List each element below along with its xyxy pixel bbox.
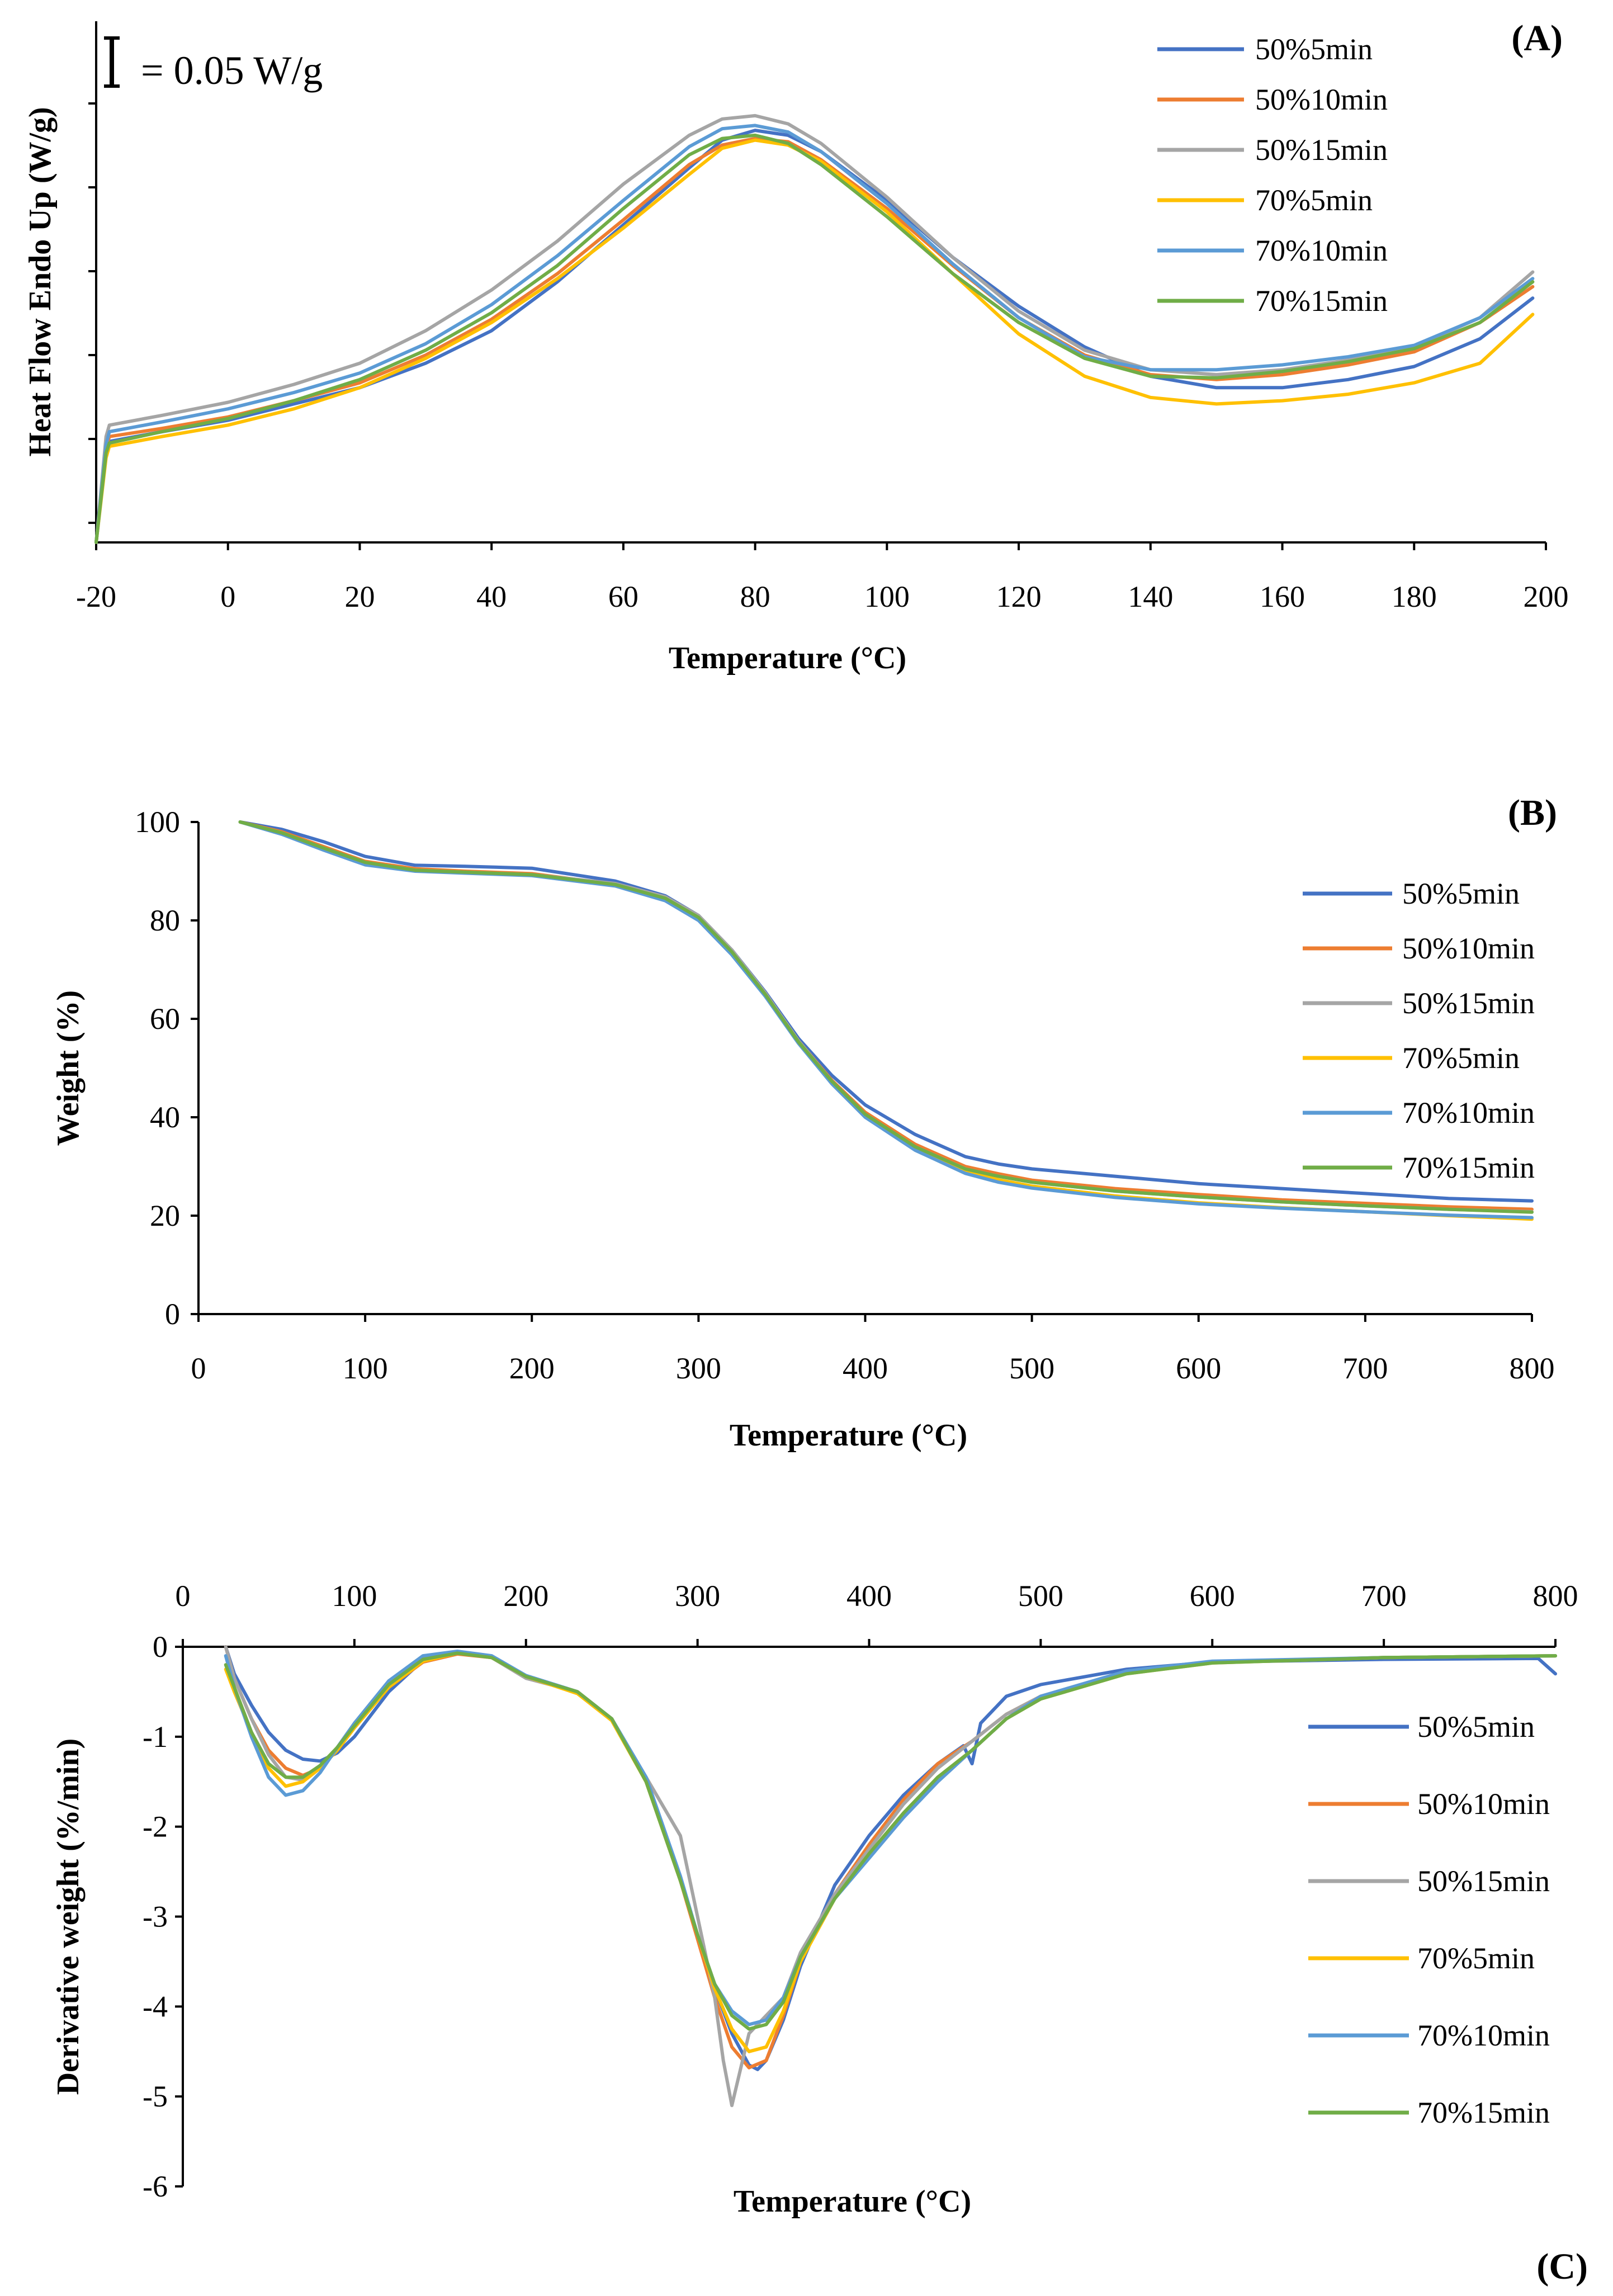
x-tick-label: 300 (675, 1579, 720, 1613)
x-tick-label: 100 (343, 1352, 388, 1385)
panel-label: (C) (1536, 2246, 1588, 2287)
x-tick-label: 0 (176, 1579, 191, 1613)
x-tick-label: 500 (1018, 1579, 1063, 1613)
y-axis-title: Heat Flow Endo Up (W/g) (23, 107, 58, 456)
y-tick-label: 40 (150, 1100, 180, 1134)
x-tick-label: 120 (996, 580, 1042, 613)
legend-label-50pct5min: 50%5min (1255, 32, 1373, 66)
legend: 50%5min 50%10min 50%15min 70%5min 70%10min 70… (1308, 1710, 1550, 2129)
series-line-50pct15min (238, 820, 1534, 1213)
legend-label-70pct10min: 70%10min (1417, 2019, 1550, 2052)
x-axis-title: Temperature (°C) (669, 641, 906, 675)
legend-label-70pct10min: 70%10min (1402, 1096, 1535, 1130)
series-line-70pct15min (224, 1651, 1557, 2031)
x-tick-label: 180 (1392, 580, 1437, 613)
legend-label-50pct5min: 50%5min (1402, 877, 1520, 910)
x-axis-title: Temperature (°C) (730, 1418, 967, 1453)
series-line-70pct5min (238, 820, 1534, 1221)
legend-label-50pct15min: 50%15min (1255, 133, 1388, 167)
x-tick-label: 800 (1510, 1352, 1555, 1385)
x-tick-label: 160 (1260, 580, 1305, 613)
y-tick-label: -5 (143, 2080, 168, 2113)
legend-label-50pct15min: 50%15min (1402, 986, 1535, 1020)
x-tick-label: 0 (220, 580, 235, 613)
legend: 50%5min 50%10min 50%15min 70%5min 70%10min 70… (1157, 32, 1388, 318)
y-axis-title: Weight (%) (51, 990, 86, 1146)
series-line-70pct10min (94, 124, 1535, 544)
series-line-70pct15min (94, 133, 1535, 544)
x-tick-label: 600 (1190, 1579, 1235, 1613)
x-tick-label: 700 (1342, 1352, 1388, 1385)
legend-label-70pct5min: 70%5min (1402, 1041, 1520, 1075)
x-tick-label: 700 (1361, 1579, 1407, 1613)
y-tick-label: -6 (143, 2170, 168, 2203)
x-tick-label: 140 (1128, 580, 1173, 613)
series-line-50pct15min (94, 114, 1535, 544)
x-tick-label: 300 (676, 1352, 721, 1385)
x-tick-label: 0 (191, 1352, 206, 1385)
legend: 50%5min 50%10min 50%15min 70%5min 70%10min 70… (1303, 877, 1535, 1184)
series-line-70pct10min (238, 820, 1534, 1220)
x-tick-label: 400 (843, 1352, 888, 1385)
series-line-50pct5min (238, 820, 1534, 1203)
legend-label-70pct5min: 70%5min (1255, 183, 1373, 217)
x-tick-label: 40 (476, 580, 507, 613)
series-line-70pct5min (224, 1651, 1557, 2053)
scale-bar-label: = 0.05 W/g (141, 48, 323, 93)
panel-label: (A) (1511, 18, 1563, 59)
legend-label-50pct5min: 50%5min (1417, 1710, 1535, 1744)
y-tick-label: -2 (143, 1810, 168, 1844)
y-tick-label: 0 (153, 1630, 168, 1664)
series-line-70pct10min (224, 1650, 1557, 2026)
legend-label-70pct15min: 70%15min (1417, 2096, 1550, 2129)
y-tick-label: 60 (150, 1002, 180, 1036)
legend-label-50pct10min: 50%10min (1402, 932, 1535, 965)
legend-label-50pct10min: 50%10min (1417, 1787, 1550, 1821)
x-tick-label: 200 (509, 1352, 555, 1385)
x-tick-label: 800 (1533, 1579, 1578, 1613)
series-line-50pct10min (238, 820, 1534, 1211)
x-tick-label: 600 (1176, 1352, 1221, 1385)
y-tick-label: 80 (150, 904, 180, 937)
chart-panel-b: 0 100 200 300 400 500 600 700 800 0 20 40 60 80 100 Tem… (51, 792, 1557, 1453)
legend-label-70pct10min: 70%10min (1255, 234, 1388, 267)
series-line-50pct5min (224, 1645, 1557, 2071)
y-tick-label: -4 (143, 1990, 168, 2023)
legend-label-50pct10min: 50%10min (1255, 83, 1388, 116)
y-tick-label: -3 (143, 1900, 168, 1934)
y-tick-label: 100 (135, 805, 180, 839)
legend-label-70pct15min: 70%15min (1255, 284, 1388, 318)
legend-label-70pct15min: 70%15min (1402, 1151, 1535, 1184)
x-tick-label: 100 (864, 580, 910, 613)
y-tick-label: 20 (150, 1199, 180, 1232)
x-tick-label: 100 (332, 1579, 377, 1613)
x-axis-title: Temperature (°C) (734, 2184, 971, 2219)
x-tick-label: 80 (740, 580, 770, 613)
chart-panel-a: -20 0 20 40 60 80 100 120 140 160 180 200 Temperatur… (23, 18, 1569, 675)
series-line-70pct15min (238, 820, 1534, 1214)
x-tick-label: 400 (846, 1579, 892, 1613)
y-tick-label: 0 (165, 1297, 180, 1331)
x-tick-label: 500 (1009, 1352, 1054, 1385)
legend-label-70pct5min: 70%5min (1417, 1941, 1535, 1975)
series-line-70pct5min (94, 138, 1535, 544)
y-axis-title: Derivative weight (%/min) (51, 1738, 86, 2095)
x-tick-label: 200 (1524, 580, 1569, 613)
legend-label-50pct15min: 50%15min (1417, 1864, 1550, 1898)
x-tick-label: 200 (503, 1579, 548, 1613)
x-tick-label: 60 (608, 580, 638, 613)
x-tick-label: -20 (76, 580, 116, 613)
series-line-50pct5min (94, 129, 1535, 544)
series-line-50pct10min (224, 1645, 1557, 2070)
panel-label: (B) (1508, 792, 1557, 833)
x-tick-label: 20 (344, 580, 375, 613)
chart-panel-c: 0 100 200 300 400 500 600 700 800 0 -1 -2 -3 -4 -5 -6 Te… (51, 1579, 1588, 2287)
y-tick-label: -1 (143, 1720, 168, 1754)
